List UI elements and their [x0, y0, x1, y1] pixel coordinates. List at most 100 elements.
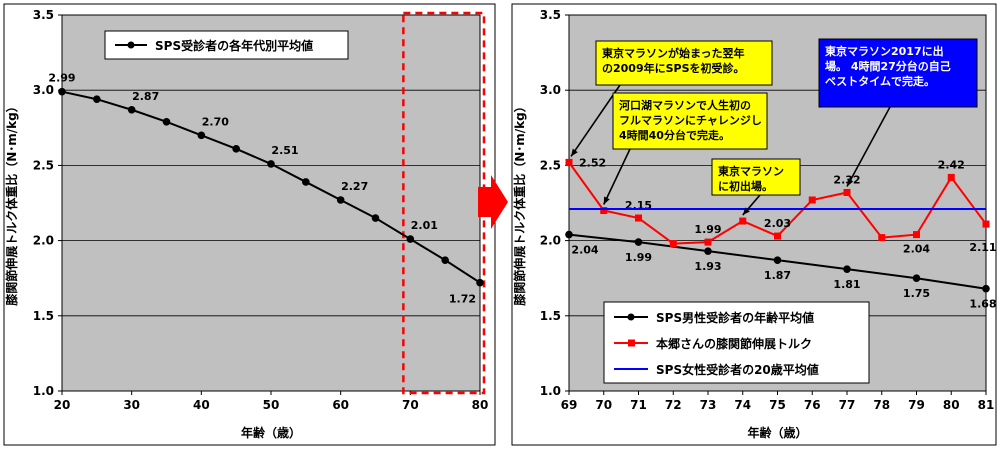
data-point [406, 235, 415, 243]
x-tick-label: 78 [873, 398, 890, 412]
data-label: 1.68 [969, 298, 996, 311]
annotation-line: フルマラソンにチャレンジし [619, 114, 762, 127]
data-point [982, 220, 990, 228]
data-point [371, 214, 380, 222]
data-point [635, 214, 642, 222]
legend-entry: SPS受診者の各年代別平均値 [155, 38, 313, 53]
data-label: 2.01 [411, 219, 438, 232]
annotation-line: に初出場。 [718, 179, 773, 193]
data-point [947, 173, 955, 181]
data-label: 1.81 [833, 278, 860, 291]
y-tick-label: 2.0 [33, 234, 54, 248]
annotation-box [711, 158, 801, 196]
chart-panel-2: 1.0 1.5 2.0 2.5 3.0 3.5 69 70 71 72 73 74 75 76 77 78 79… [511, 3, 997, 446]
x-tick-label: 20 [54, 398, 71, 412]
y-tick-label: 1.5 [540, 309, 561, 323]
data-point [267, 160, 275, 168]
x-tick-label: 80 [472, 398, 489, 412]
data-point [912, 274, 921, 283]
x-tick-label: 72 [665, 398, 682, 412]
data-point [739, 217, 747, 225]
data-label: 2.51 [271, 144, 298, 157]
annotation-arrow [570, 84, 621, 157]
data-point [336, 196, 345, 204]
x-tick-label: 40 [193, 398, 210, 412]
legend-swatch-marker [127, 41, 135, 49]
y-tick-label: 2.5 [540, 158, 561, 172]
data-label: 1.75 [903, 287, 930, 300]
legend-entry: 本郷さんの膝関節伸展トルク [656, 336, 812, 351]
x-tick-label: 75 [769, 398, 786, 412]
annotation-line: 河口湖マラソンで人生初の [619, 98, 751, 112]
x-tick-label: 71 [630, 398, 647, 412]
y-tick-label: 1.0 [33, 384, 54, 398]
annotation-box [612, 92, 768, 150]
data-point [302, 178, 310, 186]
data-point [600, 207, 608, 215]
data-point [565, 230, 573, 239]
x-axis-title: 年齢（歳） [747, 425, 807, 440]
legend-swatch-marker [628, 339, 635, 347]
data-point [93, 95, 101, 104]
data-point [58, 87, 66, 96]
data-label: 2.11 [969, 241, 996, 254]
x-axis-title: 年齢（歳） [241, 425, 301, 440]
x-tick-label: 80 [943, 398, 960, 412]
annotation-arrowhead [847, 178, 854, 187]
data-label: 2.04 [571, 244, 598, 257]
annotation-box [595, 40, 773, 86]
x-tick-label: 73 [700, 398, 717, 412]
y-tick-label: 1.5 [33, 309, 54, 323]
y-tick-label: 2.5 [33, 158, 54, 172]
annotation-text: 東京マラソン2017に出場。 4時間27分台の自己ベストタイムで完走。 [825, 44, 951, 88]
x-tick-label: 76 [804, 398, 821, 412]
annotation-box [818, 38, 978, 108]
annotation-line: 東京マラソン2017に出 [825, 44, 944, 58]
annotation-line: 東京マラソン [718, 164, 784, 178]
annotation-line: 東京マラソンが始まった翌年 [602, 46, 745, 60]
plot-area [61, 14, 481, 392]
transition-arrow-icon [478, 175, 508, 229]
x-tick-label: 81 [978, 398, 995, 412]
data-label: 1.93 [694, 260, 721, 273]
x-tick-label: 50 [263, 398, 280, 412]
x-tick-label: 69 [561, 398, 578, 412]
x-tick-label: 60 [332, 398, 349, 412]
data-point [127, 105, 136, 114]
legend-entry: SPS男性受診者の年齢平均値 [656, 310, 814, 325]
data-point [773, 256, 782, 264]
data-label: 2.03 [764, 217, 791, 230]
data-label: 2.87 [132, 90, 159, 103]
y-tick-label: 3.5 [33, 8, 54, 22]
data-label: 2.15 [625, 199, 652, 212]
x-tick-label: 70 [402, 398, 419, 412]
x-tick-label: 79 [908, 398, 925, 412]
annotation-text: 東京マラソンに初出場。 [718, 164, 784, 193]
annotation-text: 東京マラソンが始まった翌年の2009年にSPSを初受診。 [602, 46, 745, 75]
data-point [982, 284, 990, 293]
data-point [808, 196, 816, 204]
x-tick-label: 77 [839, 398, 856, 412]
y-axis-title: 膝関節伸展トルク体重比（N･m/kg） [4, 100, 19, 306]
data-point [565, 158, 573, 166]
legend-box [603, 301, 870, 384]
legend-entry: SPS女性受診者の20歳平均値 [656, 362, 819, 377]
annotation-arrow [603, 148, 631, 205]
data-point [913, 231, 920, 239]
y-tick-label: 1.0 [540, 384, 561, 398]
data-label: 2.70 [202, 115, 229, 128]
annotation-line: 4時間40分台で完走。 [619, 128, 730, 142]
data-point [441, 256, 449, 264]
y-tick-label: 2.0 [540, 234, 561, 248]
data-label: 1.99 [694, 223, 721, 236]
data-point [232, 145, 240, 153]
annotation-arrowhead [603, 196, 610, 205]
data-label: 2.27 [341, 180, 368, 193]
chart-panel-1: 1.0 1.5 2.0 2.5 3.0 3.5 20 30 40 50 60 70 80 年齢（歳） 膝関節… [3, 3, 496, 446]
annotation-arrowhead [571, 148, 578, 157]
annotation-line: の2009年にSPSを初受診。 [602, 61, 745, 75]
data-point [878, 234, 886, 242]
y-axis-title: 膝関節伸展トルク体重比（N･m/kg） [512, 100, 527, 306]
data-label: 2.04 [903, 243, 930, 256]
annotation-arrowhead [742, 207, 750, 216]
